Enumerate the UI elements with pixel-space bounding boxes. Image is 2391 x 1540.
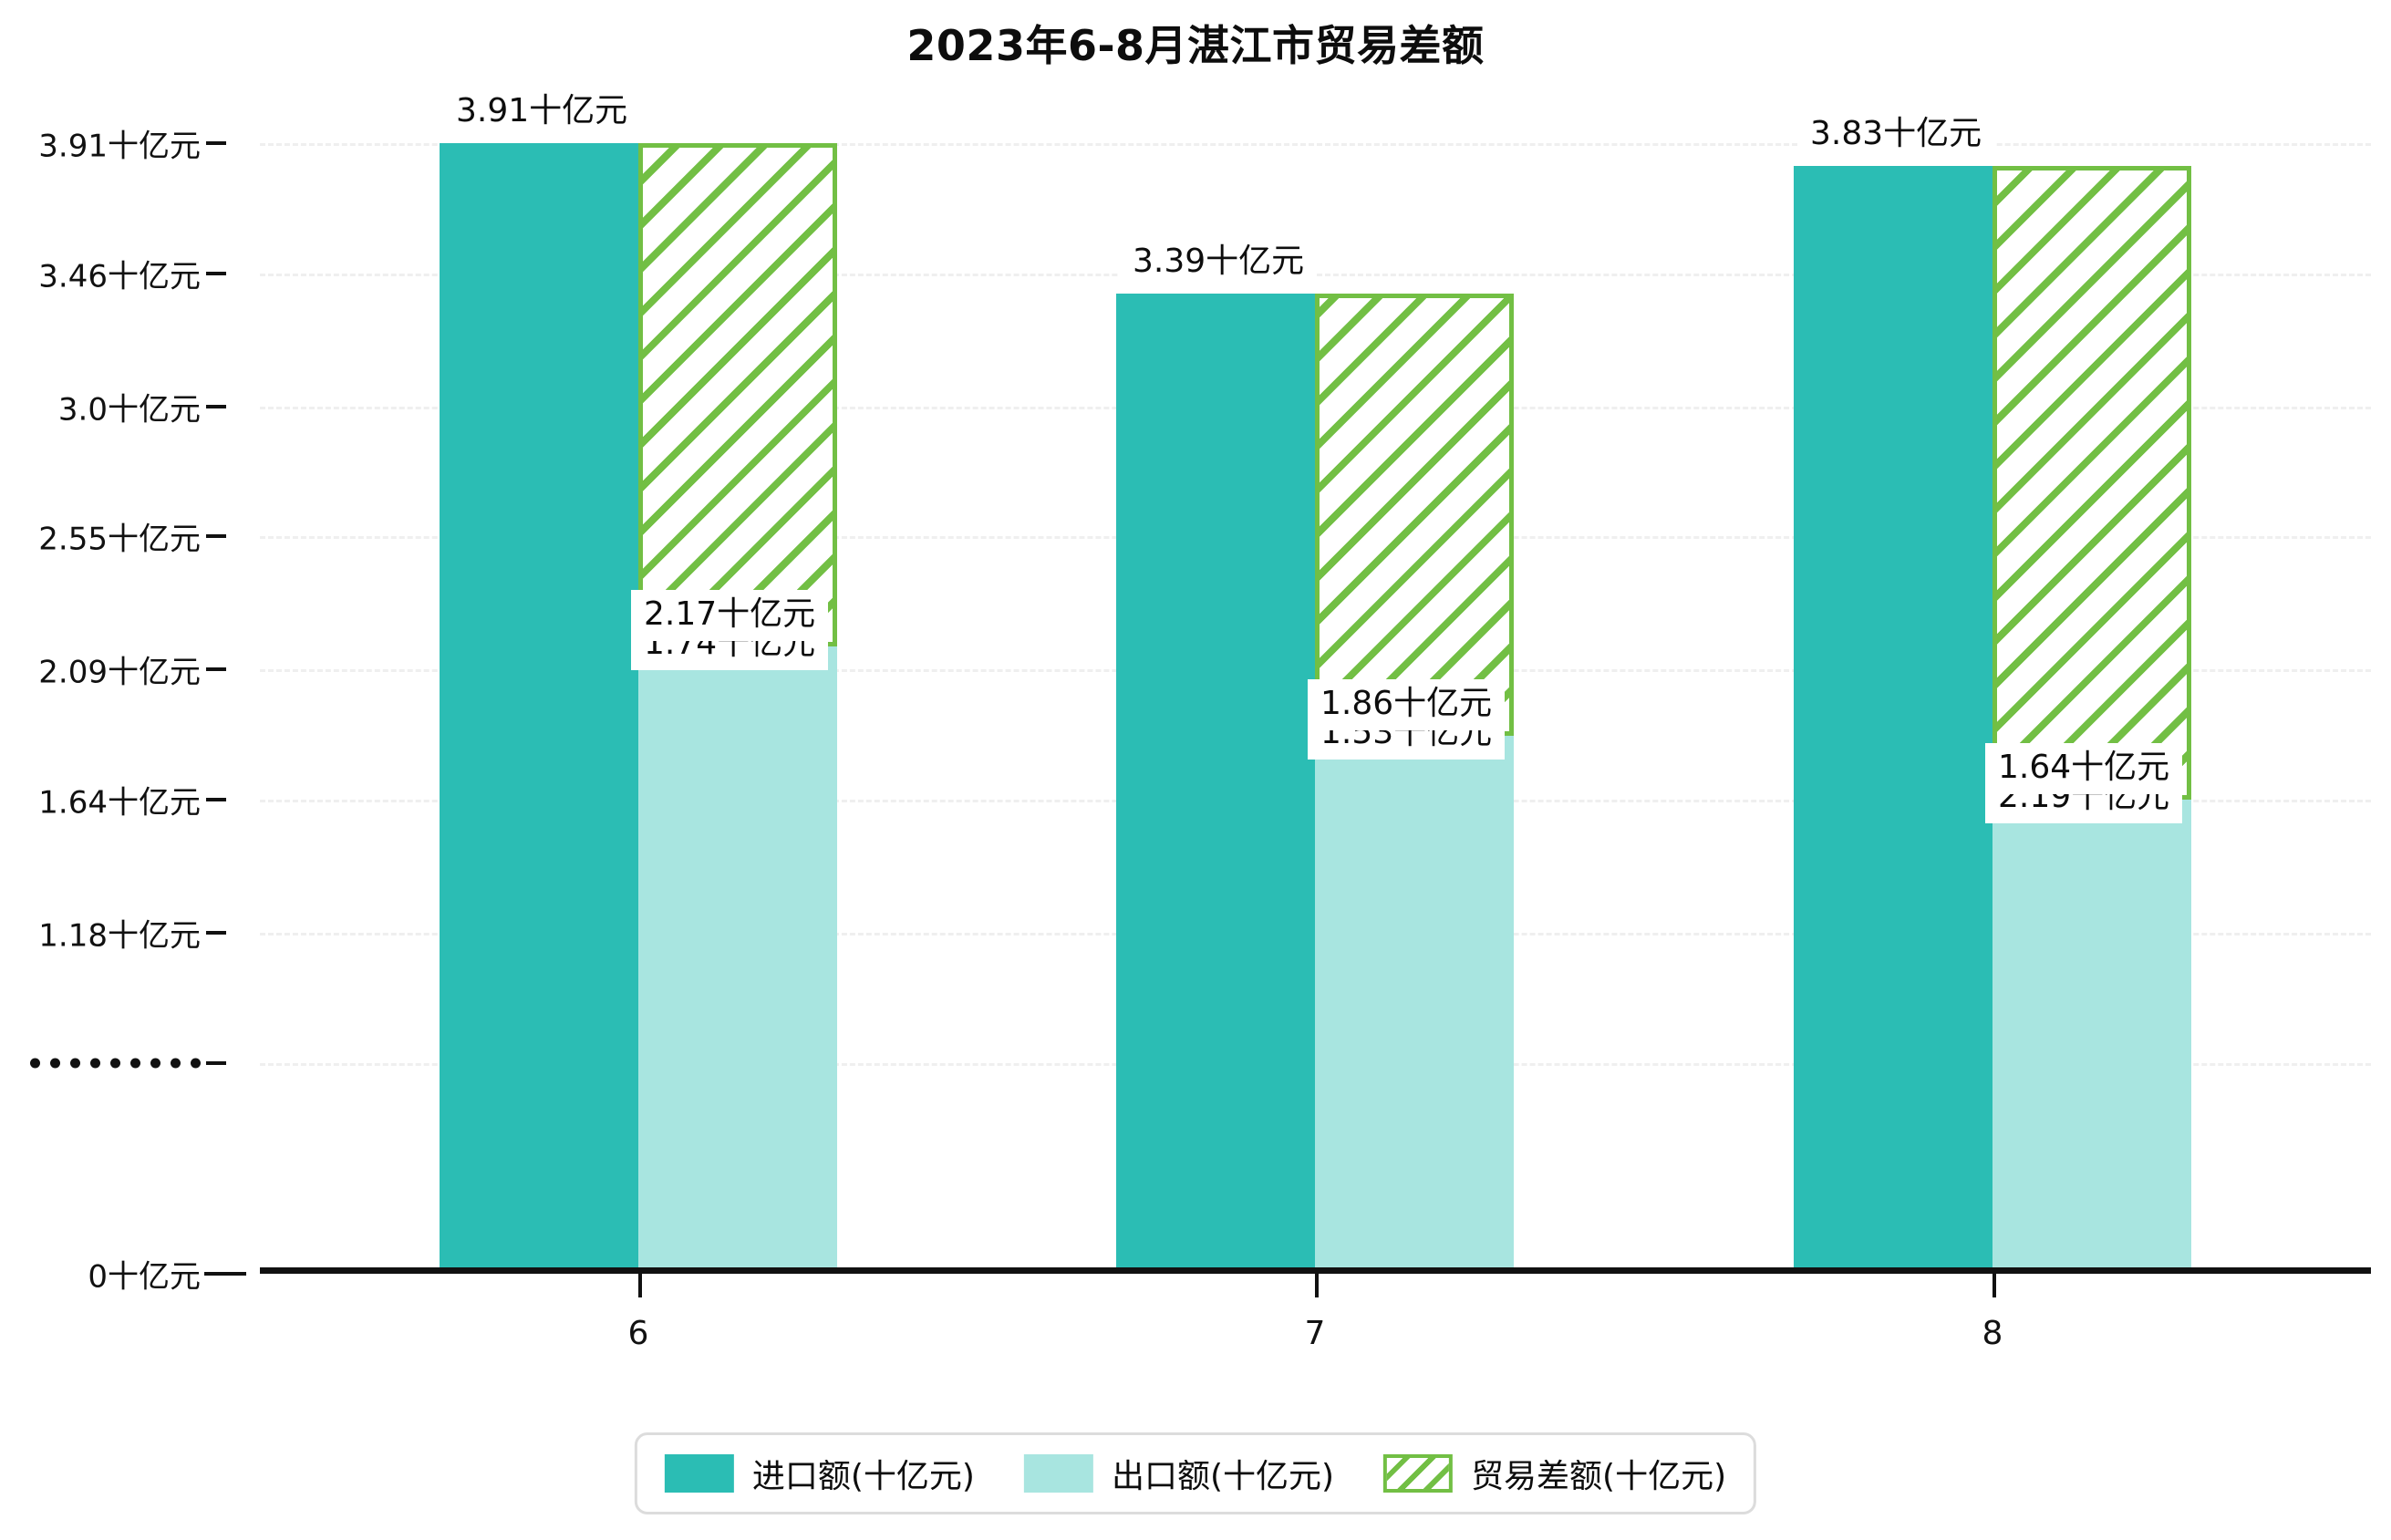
legend-item-1[interactable]: 出口额(十亿元) <box>1023 1450 1335 1497</box>
y-tick-label: 3.91十亿元 <box>38 128 201 165</box>
y-tick-label: 2.55十亿元 <box>38 521 201 558</box>
value-label-export-7: 1.86十亿元 <box>1308 679 1506 730</box>
bar-difference-8[interactable] <box>1992 166 2191 800</box>
y-tick-label: 2.09十亿元 <box>38 654 201 691</box>
legend-label: 出口额(十亿元) <box>1111 1458 1335 1495</box>
gridline <box>260 143 2371 147</box>
bar-export-8[interactable] <box>1992 799 2191 1274</box>
x-tick-label: 8 <box>1982 1315 2003 1352</box>
bar-difference-6[interactable] <box>638 143 837 646</box>
legend-item-0[interactable]: 进口额(十亿元) <box>664 1450 975 1497</box>
legend-label: 进口额(十亿元) <box>751 1458 975 1495</box>
y-tick-mark <box>206 271 226 275</box>
value-label-export-6: 2.17十亿元 <box>631 589 829 641</box>
y-tick-mark <box>206 797 226 801</box>
bar-export-7[interactable] <box>1315 736 1514 1274</box>
x-axis-line <box>260 1267 2371 1274</box>
bar-import-7[interactable] <box>1116 293 1315 1274</box>
bar-import-8[interactable] <box>1794 166 1992 1274</box>
chart-title: 2023年6-8月湛江市贸易差额 <box>906 21 1485 70</box>
value-label-import-6: 3.91十亿元 <box>443 87 641 138</box>
y-tick-label: 3.46十亿元 <box>38 258 201 295</box>
y-tick-label: 1.64十亿元 <box>38 784 201 822</box>
x-tick-mark <box>638 1274 642 1297</box>
legend-item-2[interactable]: 贸易差额(十亿元) <box>1383 1450 1726 1497</box>
y-tick-label: 1.18十亿元 <box>38 917 201 955</box>
y-tick-label <box>0 1058 201 1068</box>
y-tick-mark <box>206 404 226 408</box>
difference-hatch-swatch <box>1383 1454 1454 1493</box>
y-tick-mark <box>204 1272 246 1276</box>
y-tick-mark <box>206 141 226 146</box>
y-tick-mark <box>206 1060 226 1065</box>
chart-legend[interactable]: 进口额(十亿元) 出口额(十亿元) 贸易差额(十亿元) <box>634 1432 1757 1514</box>
import-color-swatch <box>664 1454 734 1493</box>
bar-export-6[interactable] <box>638 646 837 1274</box>
value-label-export-8: 1.64十亿元 <box>1985 742 2183 794</box>
y-tick-label: 0十亿元 <box>88 1258 201 1296</box>
y-tick-mark <box>206 534 226 539</box>
value-label-import-7: 3.39十亿元 <box>1120 236 1318 288</box>
x-tick-label: 7 <box>1304 1315 1326 1352</box>
legend-label: 贸易差额(十亿元) <box>1471 1458 1727 1495</box>
x-tick-mark <box>1992 1274 1996 1297</box>
y-tick-mark <box>206 930 226 935</box>
value-label-import-8: 3.83十亿元 <box>1797 109 1995 161</box>
plot-area: 3.91十亿元 3.46十亿元 3.0十亿元 2.55十亿元 2.09十亿元 1.64十亿… <box>30 87 2371 1352</box>
y-tick-label: 3.0十亿元 <box>57 391 201 429</box>
export-color-swatch <box>1023 1454 1093 1493</box>
bar-difference-7[interactable] <box>1315 293 1514 737</box>
x-tick-label: 6 <box>627 1315 649 1352</box>
y-tick-mark <box>206 667 226 672</box>
x-tick-mark <box>1315 1274 1319 1297</box>
bar-import-6[interactable] <box>440 143 638 1274</box>
